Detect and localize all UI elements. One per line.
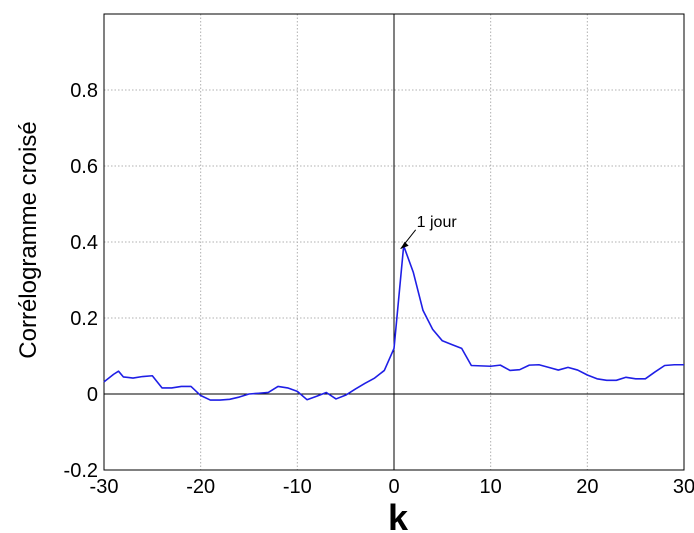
y-tick-label: 0.2: [70, 308, 98, 330]
x-tick-label: 30: [673, 476, 694, 498]
y-tick-label: 0.8: [70, 80, 98, 102]
x-axis-label: k: [388, 497, 409, 533]
series-line-1: [103, 245, 684, 401]
zero-axis-lines: [104, 14, 684, 470]
annotation-label: 1 jour: [417, 214, 458, 231]
y-tick-label: 0.6: [70, 156, 98, 178]
annotations: 1 jour: [400, 214, 458, 250]
x-tick-labels: -30 -20 -10 0 10 20 30: [90, 476, 694, 498]
x-tick-label: 10: [480, 476, 502, 498]
y-tick-label: -0.2: [64, 460, 98, 482]
y-tick-label: 0: [87, 384, 98, 406]
y-axis-label: Corrélogramme croisé: [15, 121, 42, 358]
series-layer: [103, 245, 684, 401]
x-tick-label: 0: [388, 476, 399, 498]
grid: [104, 14, 684, 470]
plot-frame: [103, 13, 685, 471]
x-tick-label: 20: [576, 476, 598, 498]
x-tick-label: -30: [90, 476, 119, 498]
x-tick-label: -20: [186, 476, 215, 498]
x-tick-label: -10: [283, 476, 312, 498]
annotation-arrowhead: [400, 241, 409, 249]
y-tick-labels: -0.2 0 0.2 0.4 0.6 0.8: [64, 80, 98, 482]
y-tick-label: 0.4: [70, 232, 98, 254]
